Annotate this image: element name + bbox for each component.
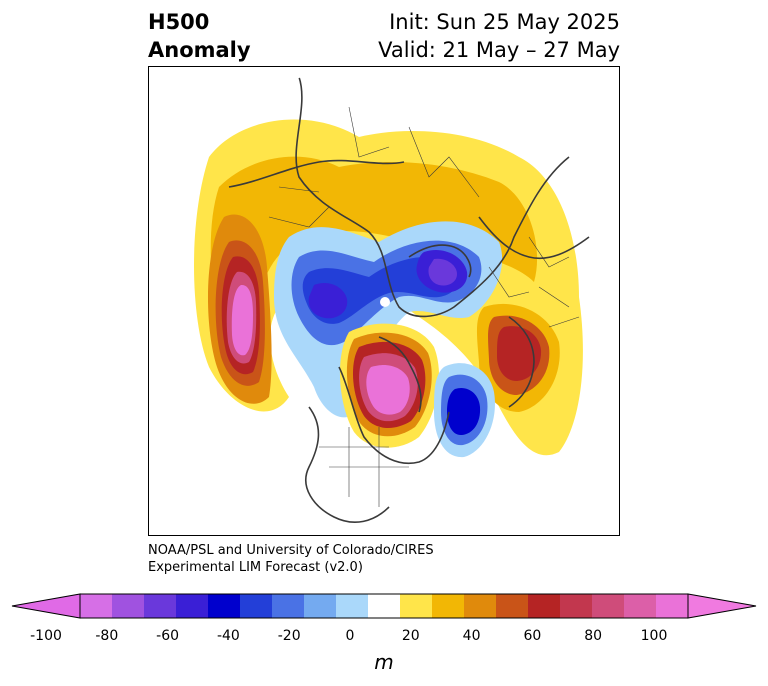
colorbar-bin (304, 594, 337, 618)
colorbar-tick-label: -20 (277, 628, 301, 644)
colorbar-bin (336, 594, 369, 618)
colorbar-bin (528, 594, 561, 618)
colorbar-tick-label: 80 (584, 628, 603, 644)
variable-title: H500 (148, 10, 210, 34)
credit-line-2: Experimental LIM Forecast (v2.0) (148, 560, 363, 575)
credit-line-1: NOAA/PSL and University of Colorado/CIRE… (148, 543, 434, 558)
colorbar-tick-label: 60 (523, 628, 542, 644)
credit-text: NOAA/PSL and University of Colorado/CIRE… (148, 542, 434, 576)
title-block-left: H500 Anomaly (148, 8, 251, 64)
colorbar-bin (592, 594, 625, 618)
ridge-canada-max (366, 365, 410, 415)
colorbar-bin (272, 594, 305, 618)
colorbar-tick-label: -100 (30, 628, 62, 644)
colorbar-bin (144, 594, 177, 618)
colorbar-tick-label: 100 (640, 628, 668, 644)
colorbar-tick-label: 40 (462, 628, 481, 644)
colorbar-bin (400, 594, 433, 618)
colorbar-bin (368, 594, 401, 618)
colorbar-tick-label: 20 (401, 628, 420, 644)
pole-marker (380, 297, 390, 307)
ridge-north-pacific-max (231, 284, 253, 356)
field-title: Anomaly (148, 38, 251, 62)
colorbar-bin (80, 594, 113, 618)
colorbar-bin (208, 594, 241, 618)
colorbar-bin (560, 594, 593, 618)
trough-arctic-center (428, 258, 457, 286)
colorbar-border (79, 593, 689, 619)
colorbar-under-arrow (11, 593, 81, 619)
trough-north-atlantic-core (447, 387, 481, 436)
colorbar-svg (11, 593, 757, 619)
colorbar-tick-label: -40 (216, 628, 240, 644)
coastlines (228, 76, 590, 523)
colorbar-bin (432, 594, 465, 618)
title-block-right: Init: Sun 25 May 2025 Valid: 21 May – 27… (378, 8, 620, 64)
colorbar (10, 590, 758, 630)
colorbar-unit: m (374, 650, 394, 674)
colorbar-over-arrow (687, 593, 757, 619)
init-date: Init: Sun 25 May 2025 (389, 10, 620, 34)
colorbar-tick-label: -80 (95, 628, 119, 644)
colorbar-bin (240, 594, 273, 618)
colorbar-bin (176, 594, 209, 618)
trough-siberia-core (308, 282, 348, 319)
colorbar-bin (624, 594, 657, 618)
colorbar-bin (496, 594, 529, 618)
ridge-belt-inner (210, 156, 538, 397)
anomaly-map (148, 66, 620, 536)
colorbar-bin (464, 594, 497, 618)
colorbar-ticks: -100 -80 -60 -40 -20 0 20 40 60 80 100 (0, 628, 768, 648)
borders (268, 106, 580, 507)
colorbar-tick-label: 0 (345, 628, 355, 644)
colorbar-bin (656, 594, 689, 618)
colorbar-bin (112, 594, 145, 618)
valid-range: Valid: 21 May – 27 May (378, 38, 620, 62)
colorbar-tick-label: -60 (156, 628, 180, 644)
map-canvas (194, 76, 590, 523)
